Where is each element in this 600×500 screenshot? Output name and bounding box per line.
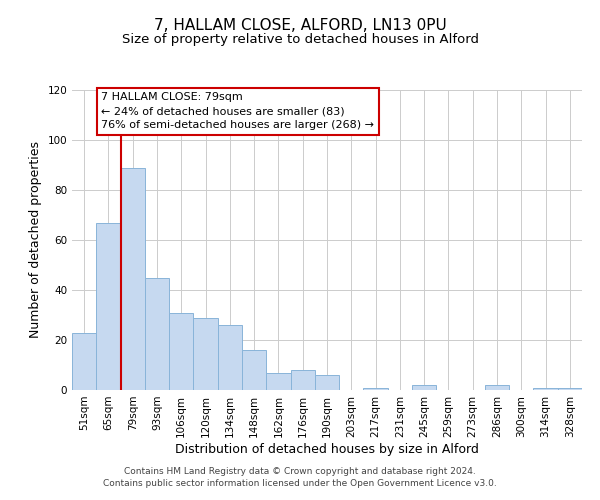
Text: Size of property relative to detached houses in Alford: Size of property relative to detached ho… — [121, 32, 479, 46]
Bar — [266, 372, 290, 390]
Bar — [145, 278, 169, 390]
Bar — [533, 388, 558, 390]
Text: 7 HALLAM CLOSE: 79sqm
← 24% of detached houses are smaller (83)
76% of semi-deta: 7 HALLAM CLOSE: 79sqm ← 24% of detached … — [101, 92, 374, 130]
Text: 7, HALLAM CLOSE, ALFORD, LN13 0PU: 7, HALLAM CLOSE, ALFORD, LN13 0PU — [154, 18, 446, 32]
Bar — [121, 168, 145, 390]
Text: Contains HM Land Registry data © Crown copyright and database right 2024.
Contai: Contains HM Land Registry data © Crown c… — [103, 466, 497, 487]
Y-axis label: Number of detached properties: Number of detached properties — [29, 142, 42, 338]
Bar — [290, 370, 315, 390]
Bar — [364, 388, 388, 390]
X-axis label: Distribution of detached houses by size in Alford: Distribution of detached houses by size … — [175, 442, 479, 456]
Bar — [315, 375, 339, 390]
Bar — [242, 350, 266, 390]
Bar — [558, 388, 582, 390]
Bar — [72, 332, 96, 390]
Bar — [193, 318, 218, 390]
Bar — [412, 385, 436, 390]
Bar — [169, 312, 193, 390]
Bar — [485, 385, 509, 390]
Bar — [218, 325, 242, 390]
Bar — [96, 222, 121, 390]
